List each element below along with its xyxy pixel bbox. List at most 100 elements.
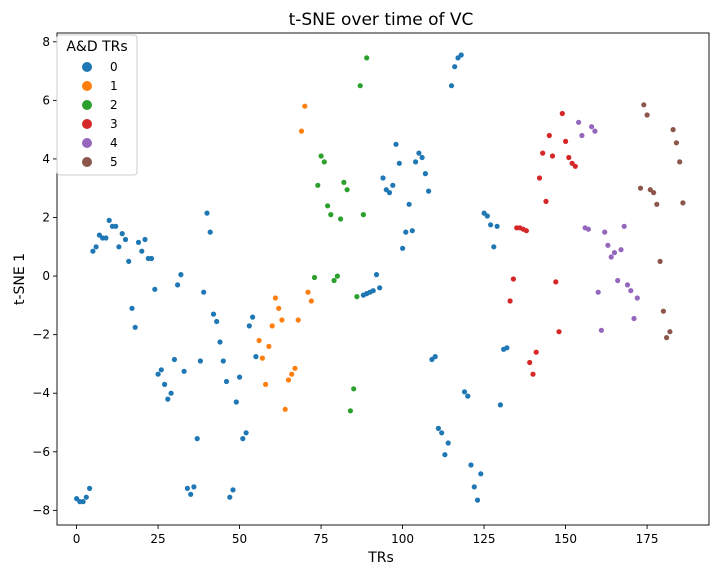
point-s0-21 xyxy=(142,236,148,243)
point-s2-0 xyxy=(311,274,318,281)
point-s5-13 xyxy=(680,200,686,206)
point-s2-15 xyxy=(360,212,366,218)
x-tick-label: 150 xyxy=(554,532,577,546)
point-s2-13 xyxy=(354,294,360,300)
point-s2-12 xyxy=(351,386,357,392)
point-s0-43 xyxy=(214,318,220,325)
point-s0-49 xyxy=(233,399,239,405)
point-s0-13 xyxy=(116,244,122,250)
y-tick-label: 0 xyxy=(42,269,50,283)
point-s0-70 xyxy=(406,201,412,207)
point-s2-8 xyxy=(338,216,344,222)
legend-label-1: 1 xyxy=(110,79,118,93)
point-s5-12 xyxy=(677,159,683,165)
point-s0-39 xyxy=(201,289,207,295)
point-s0-48 xyxy=(230,487,236,493)
point-s0-51 xyxy=(240,436,246,442)
point-s0-46 xyxy=(223,378,230,385)
chart-title: t-SNE over time of VC xyxy=(289,10,474,30)
point-s4-11 xyxy=(611,250,618,256)
point-s2-16 xyxy=(364,55,370,61)
legend: A&D TRs 0 1 2 3 4 5 xyxy=(56,34,138,176)
point-s4-7 xyxy=(598,327,605,333)
point-s0-84 xyxy=(452,64,458,70)
point-s0-28 xyxy=(165,396,171,402)
point-s0-81 xyxy=(442,452,448,458)
point-s0-79 xyxy=(435,425,441,431)
point-s0-78 xyxy=(432,354,438,360)
point-s0-35 xyxy=(188,491,194,497)
point-s2-6 xyxy=(331,277,337,284)
point-s0-98 xyxy=(497,402,503,408)
point-s0-97 xyxy=(494,223,500,229)
point-s1-7 xyxy=(279,317,285,323)
plot-area xyxy=(56,32,710,526)
point-s1-14 xyxy=(302,103,308,109)
point-s0-74 xyxy=(419,154,425,161)
point-s4-9 xyxy=(605,242,611,248)
legend-title: A&D TRs xyxy=(66,39,127,55)
point-s0-5 xyxy=(90,248,96,254)
y-tick-label: −4 xyxy=(32,386,50,400)
point-s4-1 xyxy=(579,132,585,139)
point-s5-8 xyxy=(664,335,670,341)
point-s1-12 xyxy=(295,317,301,323)
point-s1-3 xyxy=(266,343,272,349)
point-s3-10 xyxy=(540,150,546,156)
point-s0-9 xyxy=(103,235,109,241)
point-s0-95 xyxy=(488,222,494,228)
point-s2-5 xyxy=(328,212,334,218)
point-s0-54 xyxy=(250,314,256,320)
point-s0-47 xyxy=(227,494,233,500)
point-s1-13 xyxy=(298,128,305,134)
point-s0-4 xyxy=(87,485,93,491)
x-axis: 0 25 50 75 100 125 150 175 xyxy=(73,525,659,546)
point-s2-1 xyxy=(315,182,321,188)
point-s4-6 xyxy=(595,289,601,295)
point-s5-2 xyxy=(644,112,650,118)
point-s2-14 xyxy=(357,83,363,89)
point-s3-20 xyxy=(572,163,578,169)
point-s4-17 xyxy=(631,315,637,322)
point-s2-3 xyxy=(321,159,327,165)
legend-marker-1 xyxy=(82,81,92,91)
y-tick-label: −8 xyxy=(32,503,50,517)
point-s4-14 xyxy=(621,223,627,229)
point-s0-33 xyxy=(181,368,187,374)
point-s0-91 xyxy=(474,497,481,503)
legend-label-4: 4 xyxy=(110,136,118,150)
x-axis-label: TRs xyxy=(367,550,394,566)
point-s0-80 xyxy=(439,430,445,436)
point-s2-11 xyxy=(347,408,353,414)
point-s3-17 xyxy=(563,138,569,144)
point-s0-55 xyxy=(253,354,259,360)
point-s0-82 xyxy=(445,440,451,446)
plot-frame xyxy=(56,32,710,526)
point-s0-26 xyxy=(158,367,164,373)
point-s0-88 xyxy=(465,393,471,399)
point-s0-69 xyxy=(403,229,409,235)
point-s1-1 xyxy=(259,355,265,361)
point-s1-15 xyxy=(305,289,311,295)
point-s0-59 xyxy=(370,288,376,294)
point-s5-7 xyxy=(660,308,667,314)
point-s1-6 xyxy=(276,305,282,311)
point-s3-1 xyxy=(510,276,516,282)
point-s2-7 xyxy=(334,273,340,279)
x-tick-label: 0 xyxy=(73,532,81,546)
y-tick-label: −6 xyxy=(32,445,50,459)
point-s0-30 xyxy=(171,356,177,363)
point-s0-3 xyxy=(83,494,89,500)
point-s0-64 xyxy=(386,190,393,196)
point-s3-0 xyxy=(507,298,513,304)
point-s1-16 xyxy=(308,298,314,304)
point-s0-6 xyxy=(93,244,99,250)
point-s0-61 xyxy=(377,285,383,291)
point-s1-0 xyxy=(256,337,262,344)
point-s1-8 xyxy=(282,406,288,412)
point-s2-10 xyxy=(344,187,350,193)
point-s0-32 xyxy=(178,272,184,278)
point-s4-13 xyxy=(618,247,624,253)
point-s0-44 xyxy=(217,339,223,345)
x-tick-label: 125 xyxy=(473,532,496,546)
